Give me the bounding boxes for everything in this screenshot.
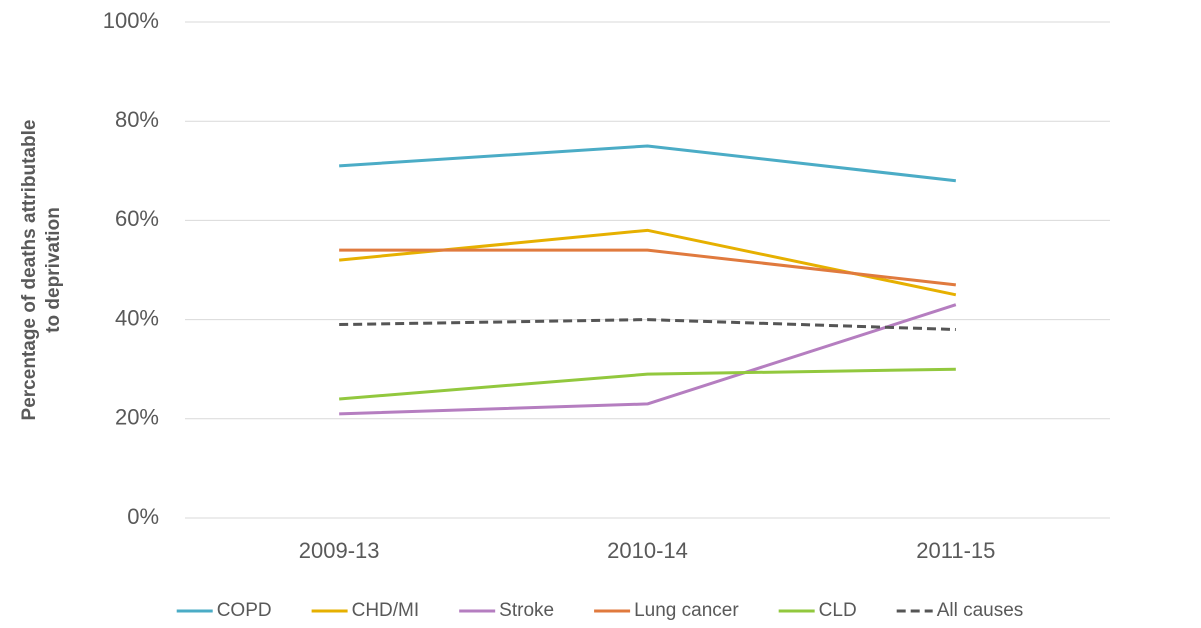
x-tick-label: 2011-15 [916,538,995,563]
y-tick-label: 20% [115,405,159,430]
legend-label: CLD [819,600,857,621]
x-tick-label: 2010-14 [607,538,688,563]
series-line [339,228,957,297]
series-line [339,303,957,416]
y-tick-label: 100% [103,8,159,33]
series-line [339,144,957,183]
y-tick-label: 60% [115,206,159,231]
legend-label: COPD [217,600,272,621]
series-line [339,367,956,401]
y-axis-label: Percentage of deaths attributable [19,120,40,421]
x-tick-label: 2009-13 [299,538,380,563]
legend-label: Lung cancer [634,600,739,621]
series-line [339,248,957,287]
y-tick-label: 80% [115,107,159,132]
legend-label: Stroke [499,600,554,621]
legend-label: CHD/MI [352,600,420,621]
y-axis-label: to deprivation [43,207,64,333]
y-tick-label: 40% [115,305,159,330]
series-line [339,318,956,332]
legend-label: All causes [937,600,1024,621]
y-tick-label: 0% [127,504,159,529]
